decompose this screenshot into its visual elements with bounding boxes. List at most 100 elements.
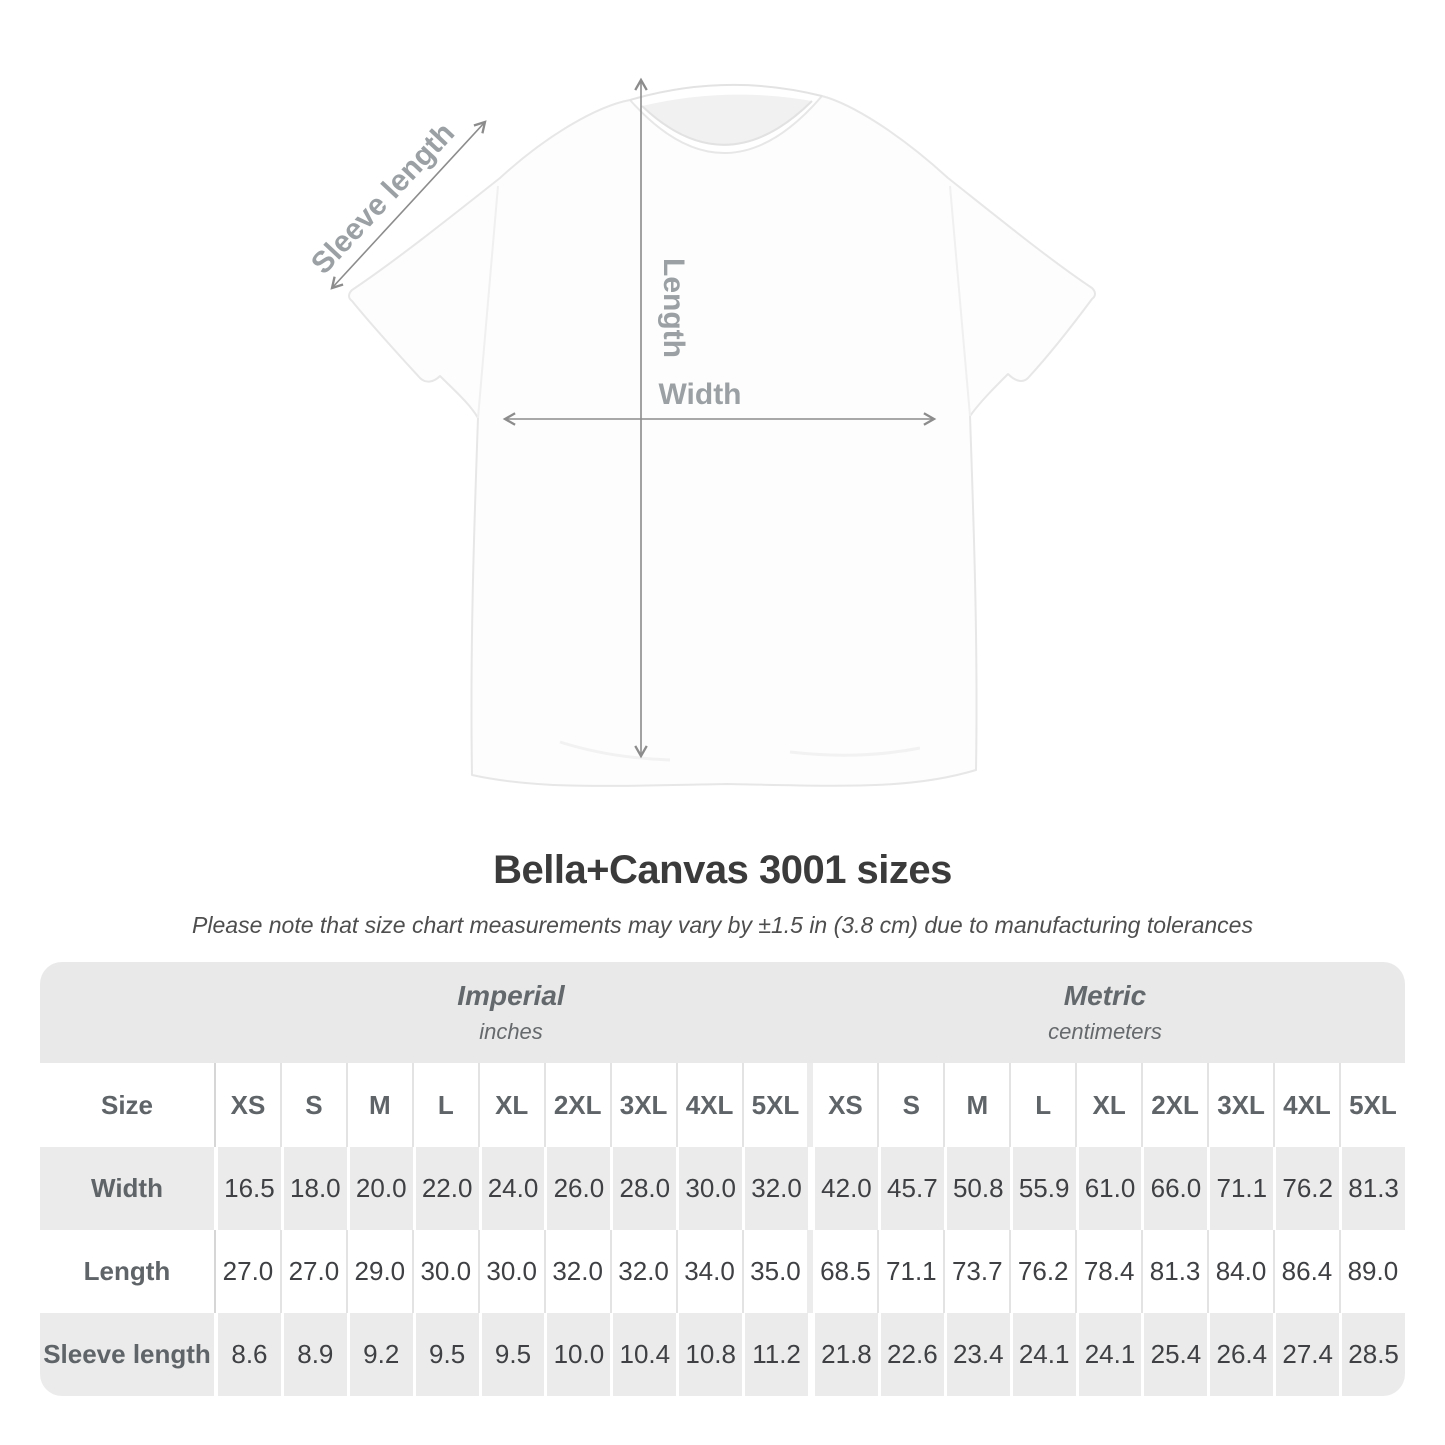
imperial-group-unit: inches bbox=[479, 1019, 543, 1044]
imperial-size-header: XS bbox=[214, 1063, 280, 1147]
table-row-sleeve-length: Sleeve length 8.6 8.9 9.2 9.5 9.5 10.0 10.4 10.8… bbox=[40, 1313, 1405, 1396]
imperial-value: 26.0 bbox=[544, 1147, 611, 1230]
metric-size-header: XS bbox=[807, 1063, 877, 1147]
metric-group-unit: centimeters bbox=[1048, 1019, 1162, 1044]
metric-size-header: 5XL bbox=[1338, 1063, 1405, 1147]
width-arrow-label: Width bbox=[658, 378, 741, 411]
imperial-size-header: 5XL bbox=[741, 1063, 808, 1147]
metric-size-header: L bbox=[1009, 1063, 1075, 1147]
metric-value: 45.7 bbox=[877, 1147, 944, 1230]
imperial-value: 9.5 bbox=[478, 1313, 545, 1396]
imperial-value: 20.0 bbox=[346, 1147, 413, 1230]
imperial-value: 18.0 bbox=[280, 1147, 347, 1230]
imperial-value: 32.0 bbox=[543, 1230, 610, 1313]
imperial-value: 10.0 bbox=[544, 1313, 611, 1396]
metric-value: 26.4 bbox=[1207, 1313, 1274, 1396]
metric-size-header: M bbox=[943, 1063, 1009, 1147]
right-sleeve-seam bbox=[949, 185, 971, 417]
tolerance-note: Please note that size chart measurements… bbox=[192, 912, 1253, 938]
metric-value: 21.8 bbox=[808, 1313, 878, 1396]
length-arrow-label: Length bbox=[657, 258, 690, 358]
metric-value: 71.1 bbox=[1207, 1147, 1274, 1230]
imperial-group-header: Imperial inches bbox=[214, 962, 808, 1063]
metric-value: 68.5 bbox=[807, 1230, 877, 1313]
metric-value: 27.4 bbox=[1273, 1313, 1340, 1396]
metric-value: 25.4 bbox=[1141, 1313, 1208, 1396]
imperial-value: 32.0 bbox=[609, 1230, 676, 1313]
imperial-value: 30.0 bbox=[676, 1147, 743, 1230]
imperial-value: 10.4 bbox=[610, 1313, 677, 1396]
imperial-value: 29.0 bbox=[345, 1230, 412, 1313]
imperial-value: 10.8 bbox=[676, 1313, 743, 1396]
imperial-value: 8.9 bbox=[280, 1313, 347, 1396]
imperial-value: 28.0 bbox=[610, 1147, 677, 1230]
imperial-size-header: XL bbox=[477, 1063, 544, 1147]
metric-size-header: S bbox=[877, 1063, 943, 1147]
metric-value: 81.3 bbox=[1141, 1230, 1207, 1313]
metric-value: 50.8 bbox=[943, 1147, 1010, 1230]
metric-value: 55.9 bbox=[1009, 1147, 1076, 1230]
imperial-value: 11.2 bbox=[742, 1313, 809, 1396]
imperial-size-header: S bbox=[279, 1063, 346, 1147]
row-label: Sleeve length bbox=[40, 1313, 214, 1396]
left-sleeve-seam bbox=[477, 185, 499, 419]
metric-group-header: Metric centimeters bbox=[808, 962, 1402, 1063]
imperial-value: 27.0 bbox=[214, 1230, 280, 1313]
metric-value: 76.2 bbox=[1009, 1230, 1075, 1313]
metric-value: 73.7 bbox=[943, 1230, 1009, 1313]
tshirt-body bbox=[348, 95, 1096, 788]
table-row-width: Width 16.5 18.0 20.0 22.0 24.0 26.0 28.0 30.0 32.… bbox=[40, 1147, 1405, 1230]
metric-value: 89.0 bbox=[1338, 1230, 1405, 1313]
metric-value: 23.4 bbox=[943, 1313, 1010, 1396]
metric-value: 66.0 bbox=[1141, 1147, 1208, 1230]
size-table-rows: Size XS S M L XL 2XL 3XL 4XL 5XL XS S M L XL 2XL 3XL 4XL 5… bbox=[40, 1063, 1405, 1396]
sleeve-length-arrow bbox=[330, 120, 487, 290]
imperial-size-header: M bbox=[345, 1063, 412, 1147]
size-header-row: Size XS S M L XL 2XL 3XL 4XL 5XL XS S M L XL 2XL 3XL 4XL 5… bbox=[40, 1063, 1405, 1147]
imperial-size-header: 2XL bbox=[543, 1063, 610, 1147]
tshirt-illustration: Sleeve length Length Width bbox=[305, 77, 1096, 788]
metric-value: 81.3 bbox=[1339, 1147, 1405, 1230]
imperial-value: 32.0 bbox=[742, 1147, 809, 1230]
imperial-group-label: Imperial bbox=[457, 980, 565, 1011]
metric-value: 61.0 bbox=[1075, 1147, 1142, 1230]
row-label: Length bbox=[83, 1256, 171, 1286]
imperial-size-header: L bbox=[411, 1063, 478, 1147]
imperial-value: 8.6 bbox=[214, 1313, 281, 1396]
metric-value: 76.2 bbox=[1273, 1147, 1340, 1230]
metric-size-header: 4XL bbox=[1273, 1063, 1339, 1147]
page-title: Bella+Canvas 3001 sizes bbox=[493, 848, 952, 892]
imperial-value: 16.5 bbox=[214, 1147, 281, 1230]
imperial-value: 24.0 bbox=[478, 1147, 545, 1230]
metric-value: 86.4 bbox=[1273, 1230, 1339, 1313]
unit-group-header-band: Imperial inches Metric centimeters bbox=[40, 962, 1405, 1063]
metric-value: 78.4 bbox=[1075, 1230, 1141, 1313]
imperial-size-header: 3XL bbox=[609, 1063, 676, 1147]
metric-size-header: 3XL bbox=[1207, 1063, 1273, 1147]
size-column-header: Size bbox=[100, 1089, 154, 1120]
size-table: Imperial inches Metric centimeters Size X… bbox=[40, 962, 1405, 1396]
imperial-size-header: 4XL bbox=[675, 1063, 742, 1147]
metric-value: 71.1 bbox=[877, 1230, 943, 1313]
imperial-value: 35.0 bbox=[741, 1230, 808, 1313]
metric-value: 42.0 bbox=[808, 1147, 878, 1230]
imperial-value: 27.0 bbox=[279, 1230, 346, 1313]
table-row-length: Length 27.0 27.0 29.0 30.0 30.0 32.0 32.0 34.0 35… bbox=[40, 1230, 1405, 1313]
imperial-value: 9.2 bbox=[346, 1313, 413, 1396]
hem-wrinkle bbox=[789, 746, 921, 757]
row-label: Width bbox=[40, 1147, 214, 1230]
metric-value: 22.6 bbox=[877, 1313, 944, 1396]
metric-size-header: XL bbox=[1075, 1063, 1141, 1147]
imperial-value: 30.0 bbox=[477, 1230, 544, 1313]
metric-value: 24.1 bbox=[1009, 1313, 1076, 1396]
imperial-value: 9.5 bbox=[412, 1313, 479, 1396]
metric-value: 28.5 bbox=[1339, 1313, 1405, 1396]
hem-wrinkle bbox=[559, 740, 671, 762]
metric-size-header: 2XL bbox=[1141, 1063, 1207, 1147]
metric-group-label: Metric bbox=[1063, 980, 1147, 1011]
imperial-value: 22.0 bbox=[412, 1147, 479, 1230]
tshirt-measurement-diagram: Sleeve length Length Width bbox=[305, 77, 1096, 788]
collar-back-edge bbox=[629, 83, 823, 101]
imperial-value: 34.0 bbox=[675, 1230, 742, 1313]
imperial-value: 30.0 bbox=[411, 1230, 478, 1313]
